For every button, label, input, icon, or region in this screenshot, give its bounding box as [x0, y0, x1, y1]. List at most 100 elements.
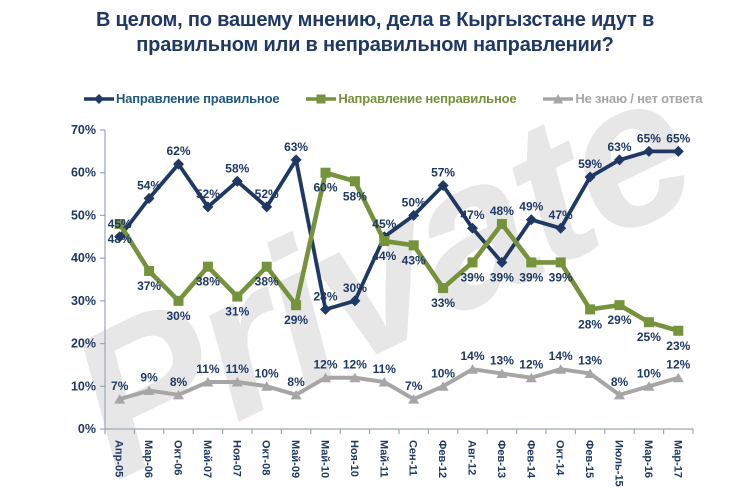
x-category-label: Ноя-10	[348, 440, 360, 477]
legend-square-marker-icon	[306, 94, 337, 103]
data-point-marker	[673, 325, 684, 336]
data-point-marker	[437, 180, 449, 192]
y-tick-label: 60%	[71, 166, 96, 180]
data-point-marker	[643, 317, 654, 328]
data-point-marker	[114, 218, 125, 229]
data-point-marker	[525, 372, 537, 383]
data-point-marker	[349, 176, 360, 187]
data-label: 54%	[137, 178, 161, 192]
data-point-marker	[496, 368, 508, 378]
data-label: 57%	[431, 166, 455, 180]
data-label: 12%	[313, 358, 337, 372]
data-point-marker	[408, 240, 419, 251]
x-category-label: Окт-08	[260, 440, 272, 475]
data-point-marker	[290, 154, 302, 166]
data-point-marker	[173, 295, 184, 306]
data-label: 44%	[372, 249, 396, 263]
data-label: 65%	[637, 131, 661, 145]
data-point-marker	[349, 372, 361, 383]
data-point-marker	[143, 385, 155, 396]
data-label: 12%	[666, 358, 690, 372]
data-point-marker	[555, 257, 566, 268]
data-label: 12%	[343, 358, 367, 372]
data-label: 11%	[373, 362, 397, 376]
data-point-marker	[173, 158, 184, 170]
data-label: 7%	[405, 379, 423, 393]
data-label: 52%	[196, 187, 220, 201]
y-tick-label: 0%	[78, 422, 96, 436]
data-label: 25%	[637, 330, 661, 344]
data-label: 38%	[196, 275, 220, 289]
data-point-marker	[584, 368, 596, 378]
data-label: 14%	[460, 349, 484, 363]
data-label: 63%	[284, 140, 308, 154]
x-category-label: Фев-15	[583, 440, 595, 478]
data-point-marker	[437, 381, 449, 391]
data-label: 58%	[343, 189, 367, 203]
data-label: 10%	[255, 366, 279, 380]
data-label: 43%	[402, 253, 426, 267]
data-point-marker	[290, 389, 302, 400]
data-point-marker	[232, 291, 243, 302]
data-label: 48%	[490, 204, 514, 218]
data-label: 30%	[166, 309, 190, 323]
data-point-marker	[555, 364, 567, 374]
data-point-marker	[614, 300, 625, 311]
y-tick-label: 50%	[71, 208, 96, 222]
data-point-marker	[643, 145, 655, 157]
data-label: 52%	[255, 187, 279, 201]
legend-label: Направление неправильное	[338, 91, 517, 106]
data-point-marker	[378, 377, 390, 387]
data-point-marker	[231, 175, 243, 187]
data-label: 29%	[607, 313, 631, 327]
data-label: 39%	[549, 270, 573, 284]
x-category-label: Фев-13	[495, 440, 507, 478]
data-label: 9%	[140, 371, 158, 385]
data-point-marker	[614, 389, 625, 400]
data-point-marker	[202, 261, 213, 272]
x-category-label: Май-09	[289, 440, 301, 478]
data-label: 28%	[313, 289, 337, 303]
y-tick-label: 70%	[71, 123, 96, 137]
data-label: 39%	[490, 270, 514, 284]
x-category-label: Апр-05	[113, 440, 125, 477]
data-label: 28%	[578, 317, 602, 331]
x-category-label: Авг-12	[466, 440, 478, 475]
data-label: 30%	[343, 281, 367, 295]
data-label: 29%	[284, 313, 308, 327]
data-point-marker	[672, 372, 684, 383]
data-label: 31%	[225, 305, 249, 319]
data-point-marker	[261, 261, 272, 272]
x-category-label: Окт-14	[554, 440, 566, 476]
data-label: 10%	[637, 366, 661, 380]
data-point-marker	[114, 394, 126, 404]
data-point-marker	[202, 201, 214, 213]
data-label: 7%	[111, 379, 129, 393]
data-label: 23%	[666, 339, 690, 353]
data-label: 47%	[549, 208, 573, 222]
legend: Направление правильное Направление неправ…	[84, 91, 720, 106]
data-point-marker	[379, 236, 390, 247]
x-category-label: Май-11	[377, 440, 389, 477]
data-point-marker	[467, 222, 478, 234]
y-tick-label: 20%	[71, 337, 96, 351]
x-category-label: Май-07	[201, 440, 213, 478]
data-label: 45%	[372, 217, 396, 231]
series-line	[118, 149, 679, 312]
data-label: 59%	[578, 157, 602, 171]
data-point-marker	[408, 209, 420, 221]
data-label: 14%	[549, 349, 573, 363]
legend-marker	[316, 94, 326, 103]
data-label: 39%	[460, 270, 484, 284]
data-label: 58%	[225, 161, 249, 175]
data-point-marker	[496, 218, 507, 229]
series-line	[119, 367, 679, 402]
x-category-label: Мар-17	[671, 440, 683, 478]
legend-item: Направление неправильное	[306, 91, 517, 106]
data-label: 60%	[313, 181, 337, 195]
data-label: 8%	[287, 375, 305, 389]
data-point-marker	[614, 154, 625, 166]
data-point-marker	[349, 295, 361, 307]
data-label: 8%	[170, 375, 188, 389]
